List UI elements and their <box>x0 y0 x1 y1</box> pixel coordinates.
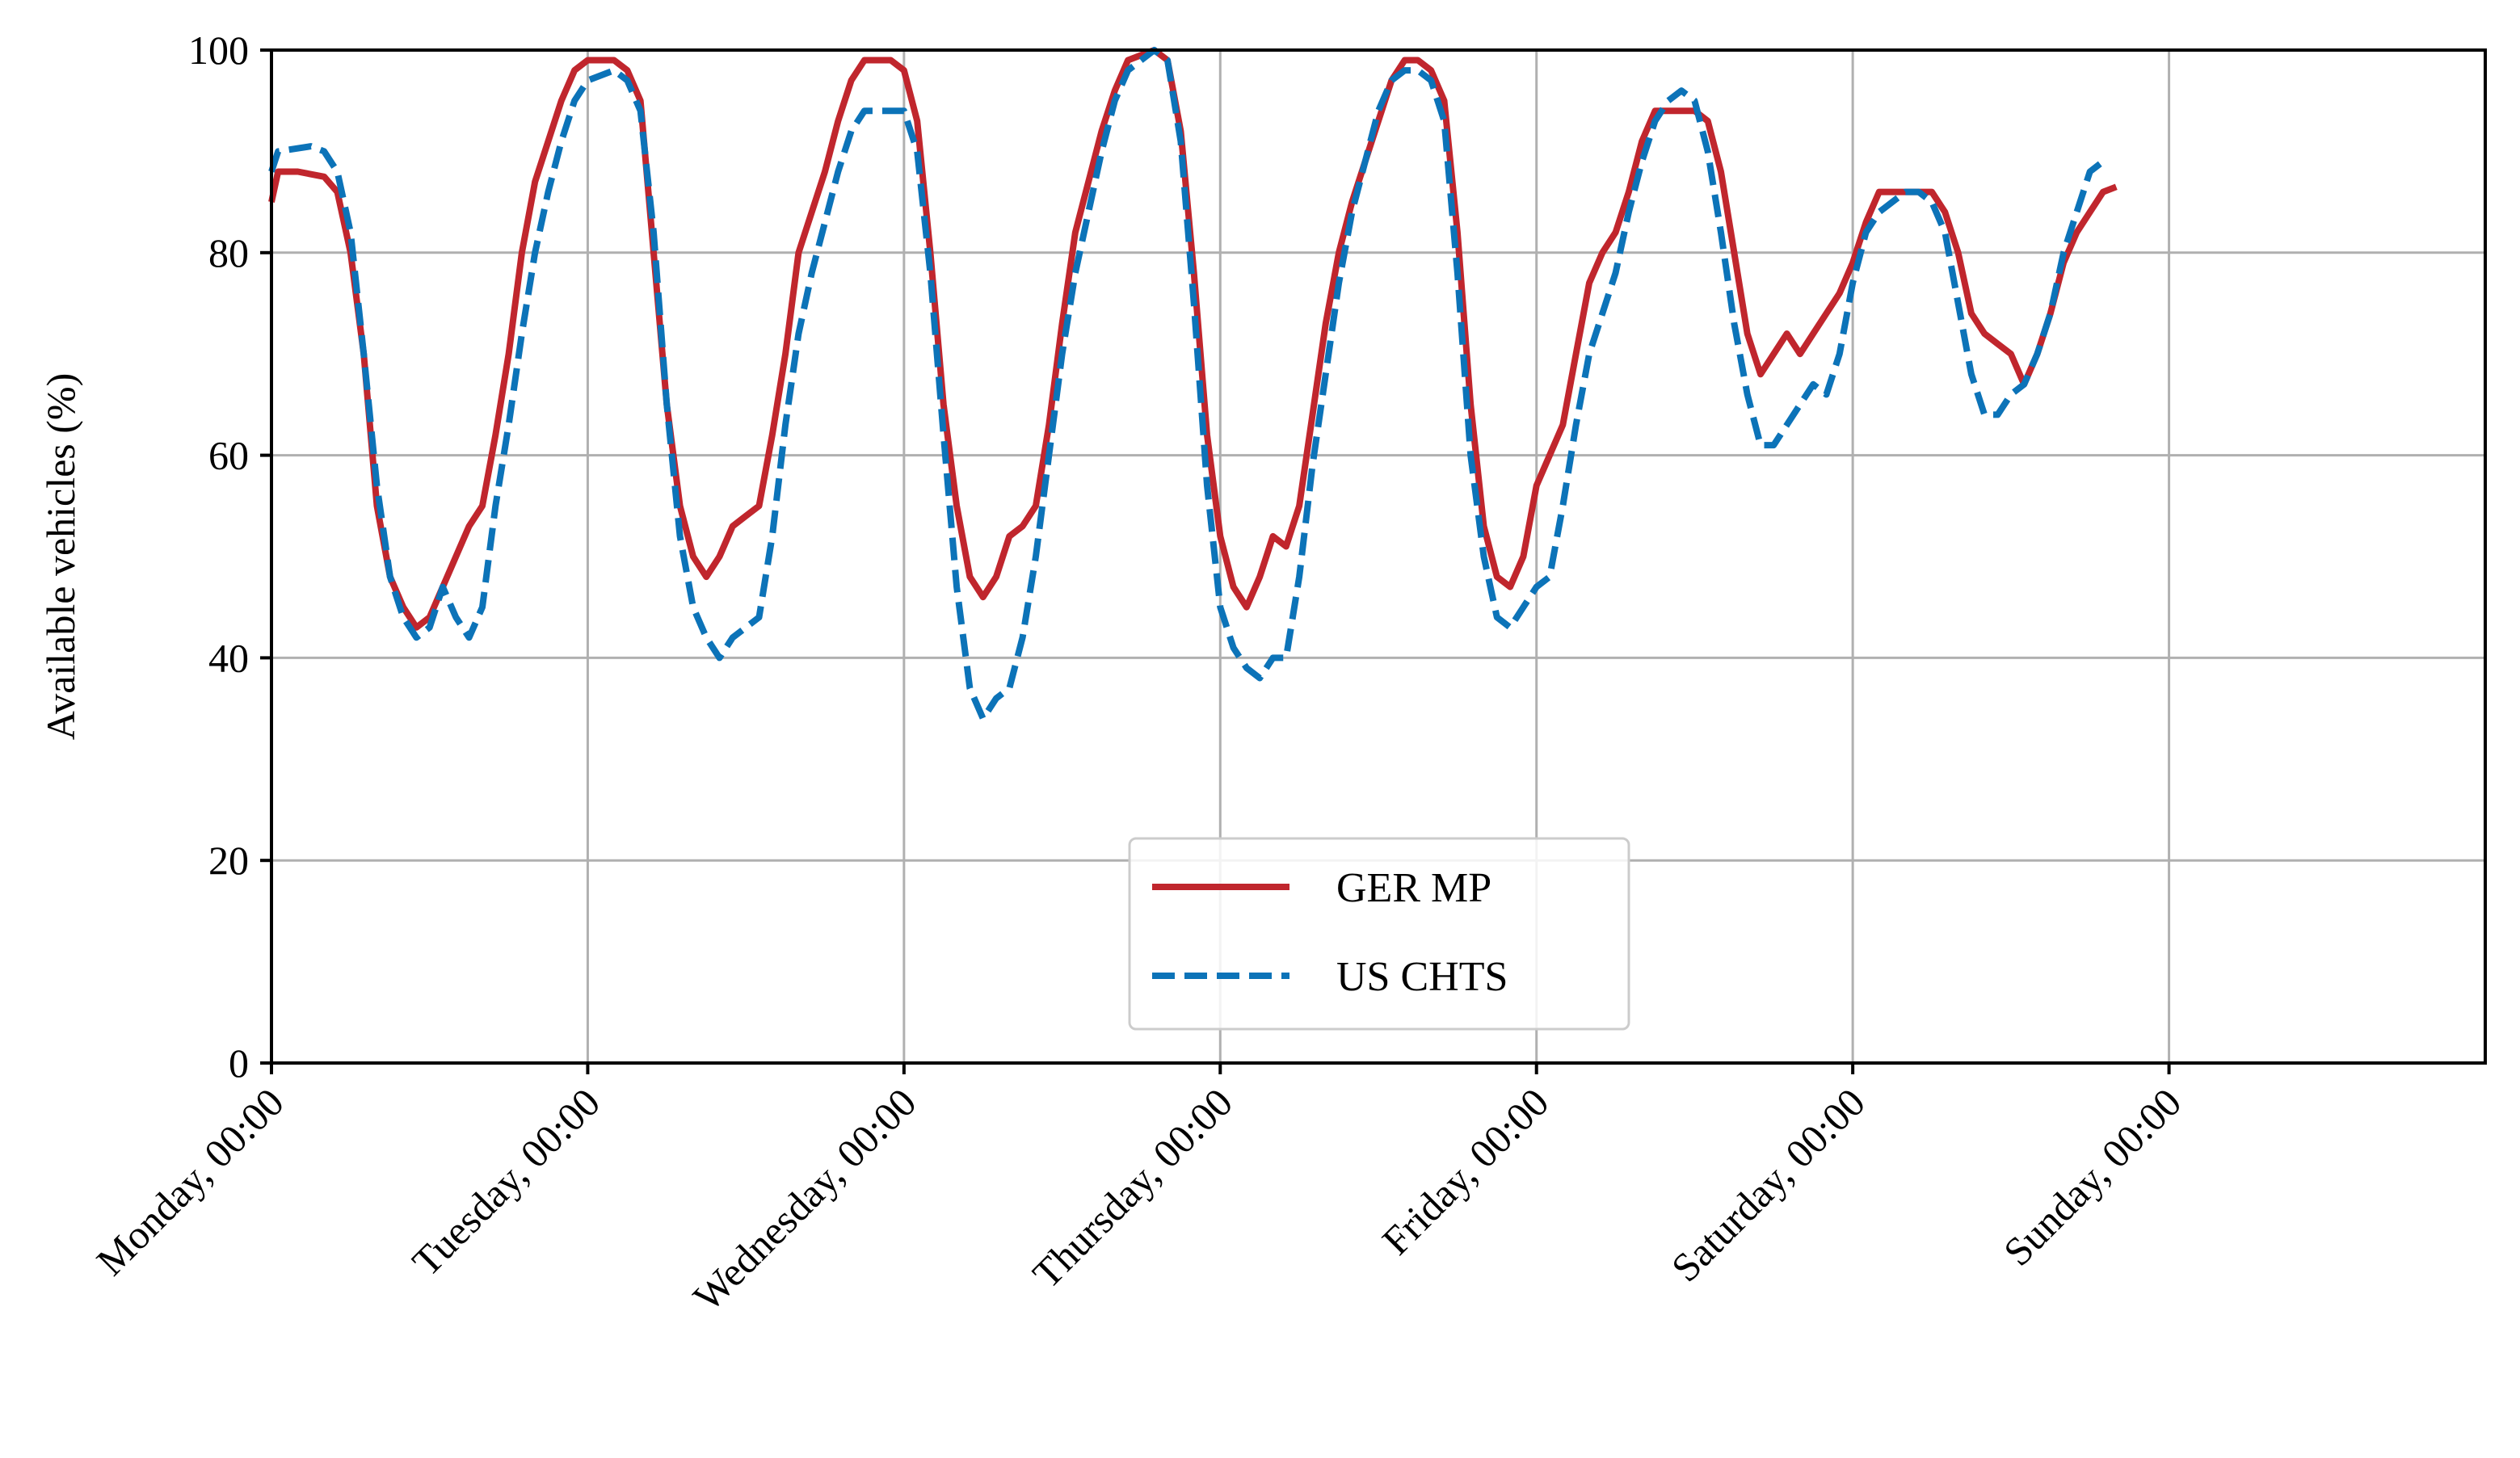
series-line-ger-mp <box>268 47 2118 631</box>
y-tick-label: 100 <box>188 27 249 73</box>
series-layer <box>268 47 2118 722</box>
plot-frame <box>270 48 2487 1065</box>
y-tick-label: 0 <box>229 1040 249 1086</box>
legend-label: GER MP <box>1336 865 1491 911</box>
series-line-us-chts <box>268 47 2106 722</box>
y-tick-label: 80 <box>208 230 249 275</box>
y-axis-title: Available vehicles (%) <box>38 373 83 740</box>
legend-label: US CHTS <box>1336 954 1508 1000</box>
y-tick-label: 60 <box>208 433 249 478</box>
y-tick-label: 40 <box>208 635 249 680</box>
legend: GER MP US CHTS <box>1128 837 1630 1031</box>
y-tick-label: 20 <box>208 838 249 883</box>
